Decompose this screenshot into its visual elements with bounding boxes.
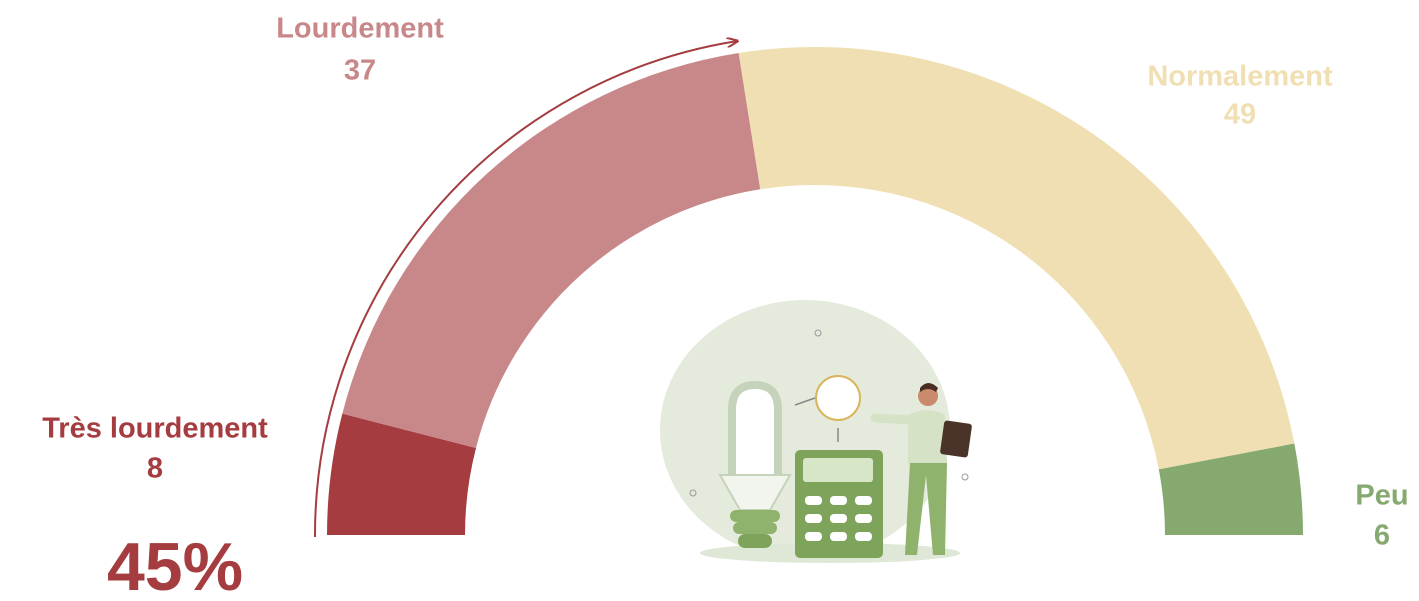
arrow bbox=[313, 41, 737, 538]
segment-label: Normalement bbox=[1147, 61, 1333, 93]
gauge-segment bbox=[342, 53, 761, 448]
segment-value: 6 bbox=[1374, 520, 1390, 552]
illustration bbox=[660, 300, 972, 563]
segment-value: 49 bbox=[1224, 99, 1256, 131]
gauge-segment bbox=[327, 413, 476, 535]
gauge-segment bbox=[738, 47, 1295, 470]
gauge-segment bbox=[1158, 443, 1303, 535]
gauge bbox=[327, 47, 1303, 535]
annotation: 45% bbox=[107, 529, 243, 601]
segment-label: Lourdement bbox=[276, 13, 444, 45]
segment-value: 8 bbox=[147, 453, 163, 485]
segment-label: Peu bbox=[1355, 480, 1408, 512]
segment-label: Très lourdement bbox=[42, 413, 268, 445]
segment-value: 37 bbox=[344, 55, 376, 87]
